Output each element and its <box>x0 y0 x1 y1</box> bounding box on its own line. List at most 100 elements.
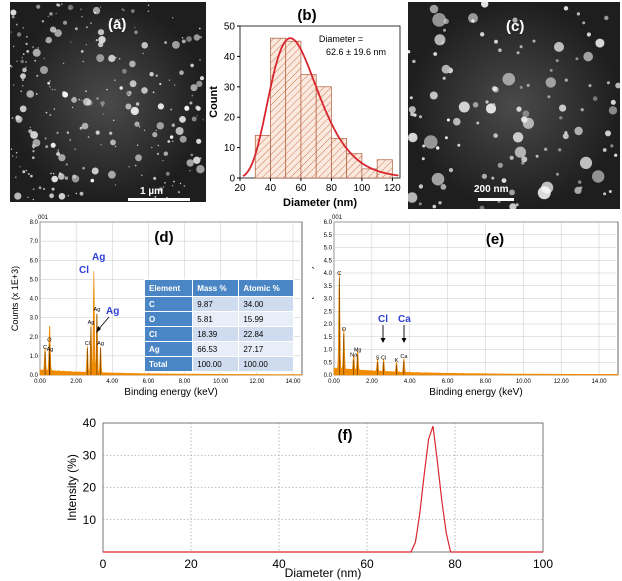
table-cell: Total <box>143 356 194 372</box>
nanoparticle <box>71 175 80 183</box>
nanoparticle <box>199 76 205 81</box>
nanoparticle <box>50 172 52 175</box>
nanoparticle <box>125 103 132 110</box>
nanoparticle <box>26 50 30 53</box>
nanoparticle <box>34 59 37 62</box>
nanoparticle <box>114 79 116 81</box>
nanoparticle <box>44 137 47 140</box>
peak-label: Ag <box>94 307 101 313</box>
arrow-head <box>401 338 407 343</box>
nanoparticle <box>412 59 416 64</box>
nanoparticle <box>65 163 68 166</box>
nanoparticle <box>16 60 18 62</box>
nanoparticle <box>453 117 461 126</box>
nanoparticle <box>79 126 83 130</box>
nanoparticle <box>99 6 102 8</box>
y-tick-label: 6.0 <box>30 258 39 264</box>
nanoparticle <box>135 154 142 162</box>
nanoparticle <box>43 57 45 60</box>
sem-a-particles <box>10 2 206 202</box>
nanoparticle <box>149 72 154 77</box>
x-tick-label: 14.00 <box>592 379 608 385</box>
table-row: Total 100.00 100.00 <box>143 356 294 372</box>
nanoparticle <box>47 15 50 18</box>
nanoparticle <box>151 146 153 149</box>
y-tick-label: 2.0 <box>30 335 39 341</box>
nanoparticle <box>109 131 113 135</box>
nanoparticle <box>115 19 119 23</box>
nanoparticle <box>564 78 568 82</box>
nanoparticle <box>199 59 201 61</box>
nanoparticle <box>45 111 48 114</box>
arrow-head <box>96 326 101 333</box>
nanoparticle <box>119 86 123 90</box>
nanoparticle <box>191 94 194 97</box>
panel-label-c: (c) <box>506 18 525 35</box>
table-cell: Cl <box>143 326 194 342</box>
histogram-bar <box>376 159 393 179</box>
peak-label: O <box>342 327 347 333</box>
x-tick-label: 60 <box>360 557 374 571</box>
nanoparticle <box>422 144 426 148</box>
nanoparticle <box>502 72 516 86</box>
nanoparticle <box>96 97 99 100</box>
nanoparticle <box>58 193 66 200</box>
nanoparticle <box>85 44 88 46</box>
nanoparticle <box>52 172 55 175</box>
peak-label: Ca <box>400 354 408 360</box>
nanoparticle <box>55 12 57 15</box>
nanoparticle <box>32 156 35 159</box>
x-tick-label: 20 <box>184 557 198 571</box>
table-cell: 5.81 <box>192 311 240 327</box>
nanoparticle <box>15 151 18 154</box>
nanoparticle <box>72 96 76 100</box>
arrow-head <box>380 338 386 343</box>
nanoparticle <box>26 35 28 38</box>
table-cell: 22.84 <box>238 326 294 342</box>
nanoparticle <box>110 139 116 146</box>
nanoparticle <box>67 195 70 197</box>
nanoparticle <box>54 89 56 91</box>
nanoparticle <box>89 22 92 25</box>
nanoparticle <box>163 151 168 156</box>
element-label-cl: Cl <box>378 314 388 325</box>
peak-label: Mg <box>354 348 362 354</box>
nanoparticle <box>559 104 567 112</box>
nanoparticle <box>41 20 45 23</box>
x-tick-label: 8.00 <box>179 379 191 385</box>
nanoparticle <box>28 129 33 134</box>
nanoparticle <box>131 9 135 13</box>
x-tick-label: 6.00 <box>143 379 155 385</box>
nanoparticle <box>147 10 150 12</box>
nanoparticle <box>193 156 201 164</box>
nanoparticle <box>31 144 36 148</box>
nanoparticle <box>147 4 150 7</box>
y-tick-label: 5.0 <box>30 277 39 283</box>
nanoparticle <box>190 153 194 157</box>
nanoparticle <box>57 150 59 153</box>
nanoparticle <box>535 154 539 158</box>
annotation-line-2: 62.6 ± 19.6 nm <box>326 47 386 57</box>
nanoparticle <box>181 37 184 39</box>
nanoparticle <box>441 64 451 74</box>
nanoparticle <box>85 90 87 93</box>
nanoparticle <box>545 77 556 88</box>
nanoparticle <box>81 99 83 102</box>
nanoparticle <box>87 136 90 138</box>
peak-label: K <box>395 358 399 364</box>
nanoparticle <box>138 126 141 128</box>
nanoparticle <box>71 97 77 103</box>
nanoparticle <box>408 192 418 203</box>
y-tick-label: 40 <box>83 416 97 430</box>
nanoparticle <box>66 131 70 134</box>
panel-label-b: (b) <box>297 7 316 24</box>
nanoparticle <box>15 156 18 158</box>
nanoparticle <box>15 176 17 178</box>
nanoparticle <box>82 166 85 170</box>
nanoparticle <box>11 155 14 157</box>
nanoparticle <box>562 133 569 140</box>
nanoparticle <box>592 96 598 101</box>
nanoparticle <box>49 80 51 82</box>
nanoparticle <box>190 63 194 68</box>
nanoparticle <box>58 173 65 180</box>
